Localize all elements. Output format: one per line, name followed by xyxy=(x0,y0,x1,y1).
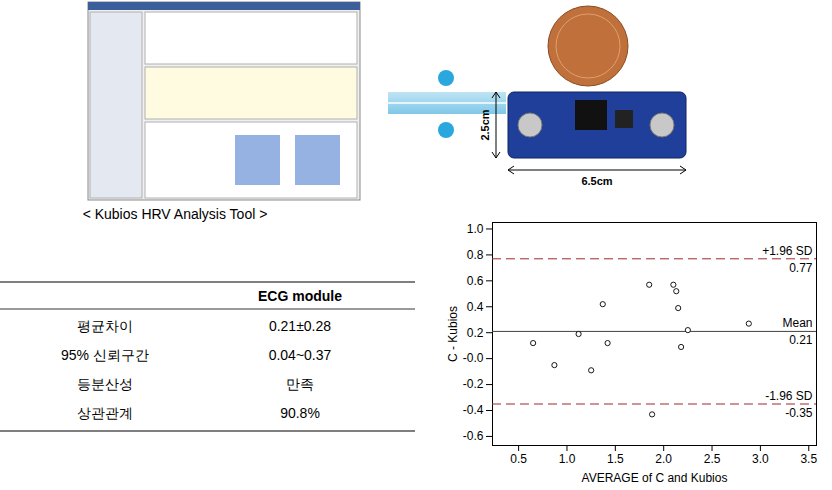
svg-text:등분산성: 등분산성 xyxy=(77,376,133,392)
svg-text:상관관계: 상관관계 xyxy=(77,405,133,421)
svg-text:1.0: 1.0 xyxy=(467,222,484,236)
svg-text:평균차이: 평균차이 xyxy=(77,318,133,334)
svg-text:-0.2: -0.2 xyxy=(463,377,484,391)
svg-text:0.5: 0.5 xyxy=(510,452,527,466)
svg-text:+1.96 SD: +1.96 SD xyxy=(762,244,813,258)
svg-text:1.0: 1.0 xyxy=(559,452,576,466)
svg-text:0.2: 0.2 xyxy=(467,326,484,340)
svg-text:3.0: 3.0 xyxy=(752,452,769,466)
svg-text:-0.35: -0.35 xyxy=(785,406,813,420)
svg-text:1.5: 1.5 xyxy=(607,452,624,466)
svg-text:C - Kubios: C - Kubios xyxy=(446,306,460,362)
svg-text:0.21: 0.21 xyxy=(789,333,813,347)
svg-text:2.5: 2.5 xyxy=(704,452,721,466)
svg-text:-1.96 SD: -1.96 SD xyxy=(765,389,813,403)
svg-text:0.4: 0.4 xyxy=(467,300,484,314)
svg-text:-0.4: -0.4 xyxy=(463,403,484,417)
svg-text:Mean: Mean xyxy=(782,316,812,330)
svg-text:3.5: 3.5 xyxy=(800,452,817,466)
svg-text:만족: 만족 xyxy=(286,376,314,392)
svg-text:0.77: 0.77 xyxy=(789,261,813,275)
svg-text:ECG module: ECG module xyxy=(258,288,342,304)
svg-text:0.8: 0.8 xyxy=(467,248,484,262)
svg-text:0.04~0.37: 0.04~0.37 xyxy=(269,347,332,363)
svg-text:-0.6: -0.6 xyxy=(463,429,484,443)
svg-text:6.5cm: 6.5cm xyxy=(581,175,612,187)
svg-text:0.6: 0.6 xyxy=(467,274,484,288)
svg-text:AVERAGE of C and Kubios: AVERAGE of C and Kubios xyxy=(582,471,728,485)
svg-text:< Kubios HRV Analysis Tool >: < Kubios HRV Analysis Tool > xyxy=(83,206,268,222)
svg-text:90.8%: 90.8% xyxy=(280,405,320,421)
svg-text:2.5cm: 2.5cm xyxy=(479,109,491,140)
svg-text:-0.0: -0.0 xyxy=(463,351,484,365)
svg-text:95% 신뢰구간: 95% 신뢰구간 xyxy=(61,347,149,363)
svg-text:0.21±0.28: 0.21±0.28 xyxy=(269,318,331,334)
svg-text:2.0: 2.0 xyxy=(655,452,672,466)
